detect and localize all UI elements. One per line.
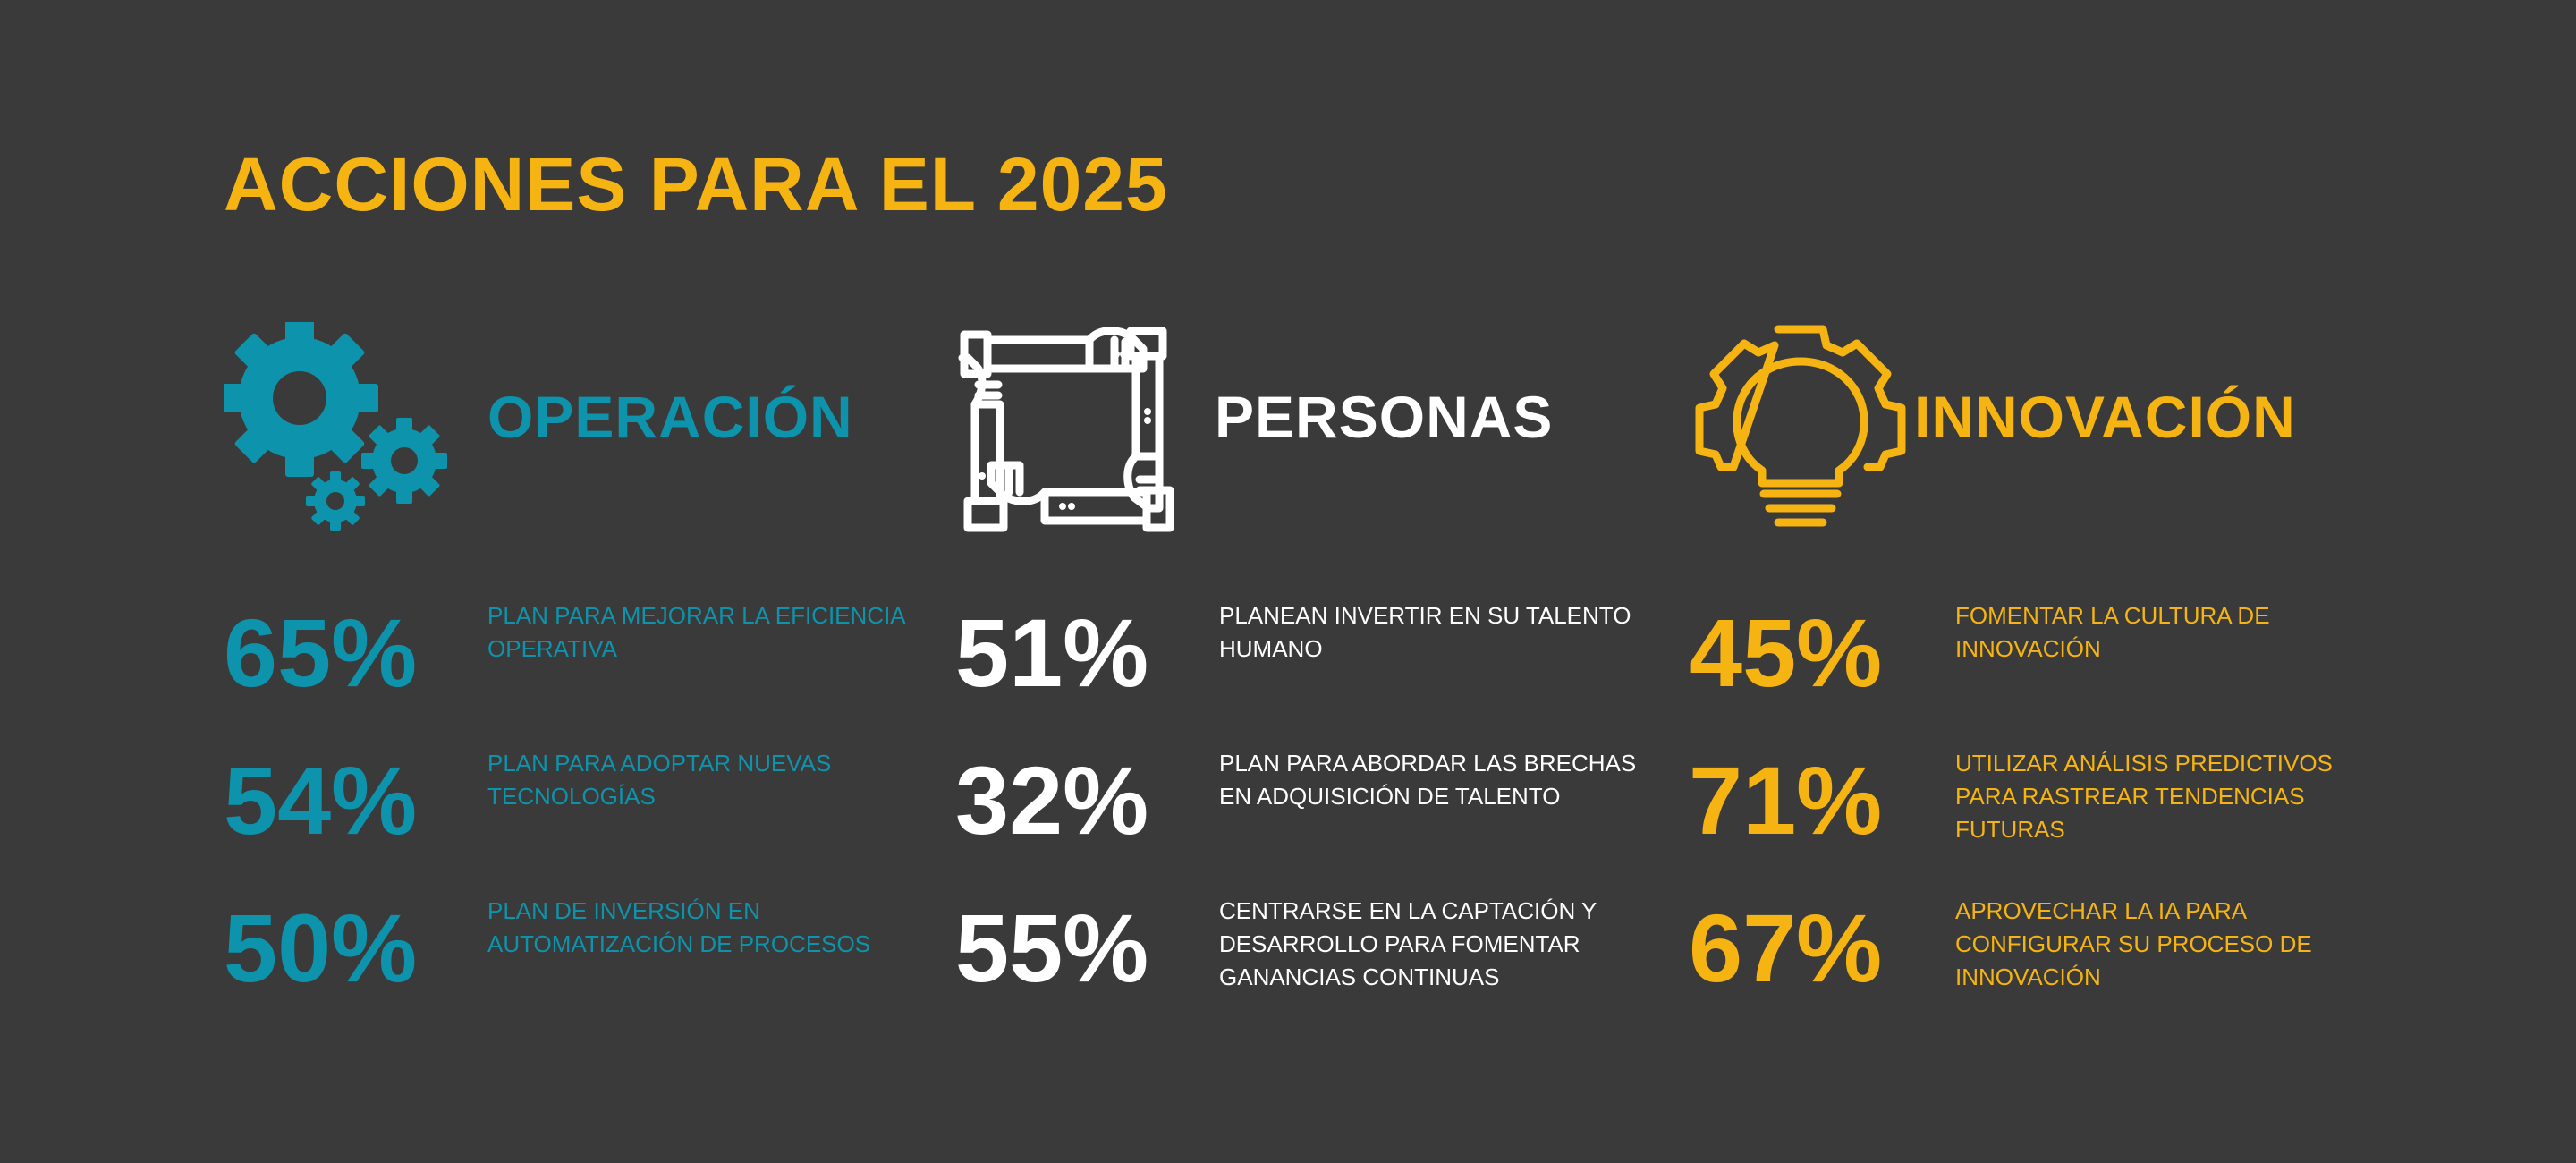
operacion-stat-1: 65% PLAN PARA MEJORAR LA EFICIENCIA OPER… — [224, 590, 957, 716]
stat-description: PLAN PARA ADOPTAR NUEVAS TECNOLOGÍAS — [487, 750, 832, 810]
innovacion-stat-3: 67% APROVECHAR LA IA PARA CONFIGURAR SU … — [1689, 886, 2422, 1011]
operacion-heading: OPERACIÓN — [487, 384, 853, 450]
stat-description: APROVECHAR LA IA PARA CONFIGURAR SU PROC… — [1955, 897, 2312, 990]
stat-percentage: 71% — [1689, 746, 1883, 854]
stat-percentage: 45% — [1689, 598, 1883, 707]
stat-description: PLAN PARA ABORDAR LAS BRECHAS EN ADQUISI… — [1219, 750, 1637, 810]
personas-stat-1: 51% PLANEAN INVERTIR EN SU TALENTO HUMAN… — [955, 590, 1689, 716]
personas-stat-2: 32% PLAN PARA ABORDAR LAS BRECHAS EN ADQ… — [955, 738, 1689, 863]
innovacion-stat-2: 71% UTILIZAR ANÁLISIS PREDICTIVOS PARA R… — [1689, 738, 2422, 863]
lightbulb-gear-icon — [1689, 322, 1912, 537]
innovacion-column: INNOVACIÓN 45% FOMENTAR LA CULTURA DE IN… — [1689, 322, 2422, 1020]
stat-percentage: 32% — [955, 746, 1149, 854]
stat-percentage: 50% — [224, 894, 418, 1002]
page-title: ACCIONES PARA EL 2025 — [224, 142, 1168, 226]
teamwork-hands-icon — [955, 322, 1179, 537]
gears-icon — [224, 322, 447, 537]
stat-description: PLAN PARA MEJORAR LA EFICIENCIA OPERATIV… — [487, 602, 905, 662]
personas-column: PERSONAS 51% PLANEAN INVERTIR EN SU TALE… — [955, 322, 1689, 1020]
stat-percentage: 67% — [1689, 894, 1883, 1002]
operacion-column: OPERACIÓN 65% PLAN PARA MEJORAR LA EFICI… — [224, 322, 957, 1020]
operacion-stat-2: 54% PLAN PARA ADOPTAR NUEVAS TECNOLOGÍAS — [224, 738, 957, 863]
stat-percentage: 55% — [955, 894, 1149, 1002]
stat-percentage: 65% — [224, 598, 418, 707]
stat-description: PLAN DE INVERSIÓN EN AUTOMATIZACIÓN DE P… — [487, 897, 871, 957]
innovacion-stat-1: 45% FOMENTAR LA CULTURA DE INNOVACIÓN — [1689, 590, 2422, 716]
stat-percentage: 51% — [955, 598, 1149, 707]
stat-description: UTILIZAR ANÁLISIS PREDICTIVOS PARA RASTR… — [1955, 750, 2333, 843]
personas-heading: PERSONAS — [1215, 384, 1554, 450]
operacion-stat-3: 50% PLAN DE INVERSIÓN EN AUTOMATIZACIÓN … — [224, 886, 957, 1011]
stat-description: FOMENTAR LA CULTURA DE INNOVACIÓN — [1955, 602, 2270, 662]
stat-percentage: 54% — [224, 746, 418, 854]
stat-description: CENTRARSE EN LA CAPTACIÓN Y DESARROLLO P… — [1219, 897, 1597, 990]
stat-description: PLANEAN INVERTIR EN SU TALENTO HUMANO — [1219, 602, 1631, 662]
innovacion-heading: INNOVACIÓN — [1914, 384, 2296, 450]
personas-stat-3: 55% CENTRARSE EN LA CAPTACIÓN Y DESARROL… — [955, 886, 1689, 1011]
